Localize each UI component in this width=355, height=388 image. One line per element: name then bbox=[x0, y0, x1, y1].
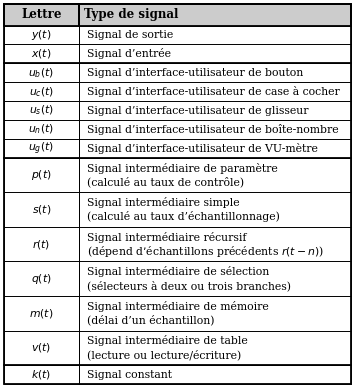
Bar bbox=[4, 120, 78, 139]
Text: Signal intermédiaire de table: Signal intermédiaire de table bbox=[87, 336, 247, 346]
Bar bbox=[4, 331, 78, 365]
Bar bbox=[4, 227, 78, 262]
Text: $s(t)$: $s(t)$ bbox=[32, 203, 51, 216]
Bar bbox=[4, 4, 78, 26]
Bar bbox=[4, 365, 78, 384]
Text: (calculé au taux d’échantillonnage): (calculé au taux d’échantillonnage) bbox=[87, 211, 280, 222]
Bar bbox=[78, 63, 351, 82]
Bar bbox=[78, 331, 351, 365]
Text: Signal intermédiaire récursif: Signal intermédiaire récursif bbox=[87, 232, 246, 243]
Bar bbox=[78, 331, 351, 365]
Bar bbox=[78, 262, 351, 296]
Bar bbox=[4, 4, 78, 26]
Bar bbox=[78, 158, 351, 192]
Bar bbox=[4, 192, 78, 227]
Bar bbox=[4, 101, 78, 120]
Text: $u_s(t)$: $u_s(t)$ bbox=[29, 104, 54, 118]
Bar bbox=[78, 192, 351, 227]
Bar bbox=[4, 192, 78, 227]
Bar bbox=[4, 120, 78, 139]
Bar bbox=[4, 139, 78, 158]
Text: Signal intermédiaire de sélection: Signal intermédiaire de sélection bbox=[87, 266, 269, 277]
Text: $u_b(t)$: $u_b(t)$ bbox=[28, 66, 54, 80]
Text: Signal d’entrée: Signal d’entrée bbox=[87, 48, 171, 59]
Bar bbox=[78, 4, 351, 26]
Bar bbox=[78, 192, 351, 227]
Bar bbox=[78, 296, 351, 331]
Bar bbox=[4, 262, 78, 296]
Text: $y(t)$: $y(t)$ bbox=[31, 28, 51, 42]
Bar bbox=[4, 63, 78, 82]
Bar bbox=[78, 45, 351, 63]
Bar bbox=[78, 365, 351, 384]
Bar bbox=[78, 82, 351, 101]
Bar bbox=[78, 262, 351, 296]
Bar bbox=[4, 45, 78, 63]
Bar bbox=[78, 158, 351, 192]
Text: Signal d’interface-utilisateur de glisseur: Signal d’interface-utilisateur de glisse… bbox=[87, 106, 308, 116]
Bar bbox=[78, 26, 351, 45]
Bar bbox=[78, 139, 351, 158]
Text: $v(t)$: $v(t)$ bbox=[31, 341, 51, 354]
Text: $u_n(t)$: $u_n(t)$ bbox=[28, 123, 54, 136]
Text: $p(t)$: $p(t)$ bbox=[31, 168, 52, 182]
Text: (lecture ou lecture/écriture): (lecture ou lecture/écriture) bbox=[87, 349, 241, 360]
Text: (sélecteurs à deux ou trois branches): (sélecteurs à deux ou trois branches) bbox=[87, 280, 291, 291]
Text: Signal de sortie: Signal de sortie bbox=[87, 30, 173, 40]
Bar bbox=[78, 45, 351, 63]
Bar bbox=[78, 365, 351, 384]
Bar bbox=[4, 227, 78, 262]
Text: $x(t)$: $x(t)$ bbox=[31, 47, 51, 61]
Bar bbox=[78, 63, 351, 82]
Text: Signal d’interface-utilisateur de boîte-nombre: Signal d’interface-utilisateur de boîte-… bbox=[87, 124, 338, 135]
Bar bbox=[4, 26, 78, 45]
Bar bbox=[4, 82, 78, 101]
Text: $r(t)$: $r(t)$ bbox=[32, 238, 50, 251]
Bar bbox=[78, 82, 351, 101]
Text: Lettre: Lettre bbox=[21, 8, 61, 21]
Bar bbox=[4, 158, 78, 192]
Text: (délai d’un échantillon): (délai d’un échantillon) bbox=[87, 315, 214, 326]
Text: $u_c(t)$: $u_c(t)$ bbox=[29, 85, 54, 99]
Bar bbox=[4, 45, 78, 63]
Bar bbox=[4, 139, 78, 158]
Bar bbox=[4, 158, 78, 192]
Bar bbox=[4, 296, 78, 331]
Bar bbox=[4, 82, 78, 101]
Bar bbox=[78, 120, 351, 139]
Text: $k(t)$: $k(t)$ bbox=[31, 368, 51, 381]
Text: Signal d’interface-utilisateur de case à cocher: Signal d’interface-utilisateur de case à… bbox=[87, 86, 339, 97]
Bar bbox=[4, 63, 78, 82]
Bar bbox=[78, 120, 351, 139]
Bar bbox=[78, 4, 351, 26]
Text: $m(t)$: $m(t)$ bbox=[29, 307, 54, 320]
Text: $q(t)$: $q(t)$ bbox=[31, 272, 51, 286]
Bar bbox=[78, 227, 351, 262]
Text: Signal intermédiaire de mémoire: Signal intermédiaire de mémoire bbox=[87, 301, 268, 312]
Bar bbox=[78, 139, 351, 158]
Text: (calculé au taux de contrôle): (calculé au taux de contrôle) bbox=[87, 177, 244, 187]
Bar bbox=[4, 262, 78, 296]
Bar bbox=[4, 331, 78, 365]
Bar bbox=[4, 365, 78, 384]
Bar bbox=[78, 26, 351, 45]
Text: Type de signal: Type de signal bbox=[84, 8, 179, 21]
Text: Signal d’interface-utilisateur de bouton: Signal d’interface-utilisateur de bouton bbox=[87, 68, 303, 78]
Bar bbox=[78, 227, 351, 262]
Bar bbox=[78, 296, 351, 331]
Bar bbox=[78, 101, 351, 120]
Text: Signal d’interface-utilisateur de VU-mètre: Signal d’interface-utilisateur de VU-mèt… bbox=[87, 143, 318, 154]
Text: (dépend d’échantillons précédents $r(t-n)$): (dépend d’échantillons précédents $r(t-n… bbox=[87, 244, 324, 259]
Text: $u_g(t)$: $u_g(t)$ bbox=[28, 140, 54, 157]
Bar bbox=[4, 26, 78, 45]
Text: Signal intermédiaire simple: Signal intermédiaire simple bbox=[87, 197, 239, 208]
Bar bbox=[4, 296, 78, 331]
Text: Signal intermédiaire de paramètre: Signal intermédiaire de paramètre bbox=[87, 163, 278, 174]
Bar bbox=[78, 101, 351, 120]
Bar bbox=[4, 101, 78, 120]
Text: Signal constant: Signal constant bbox=[87, 369, 172, 379]
